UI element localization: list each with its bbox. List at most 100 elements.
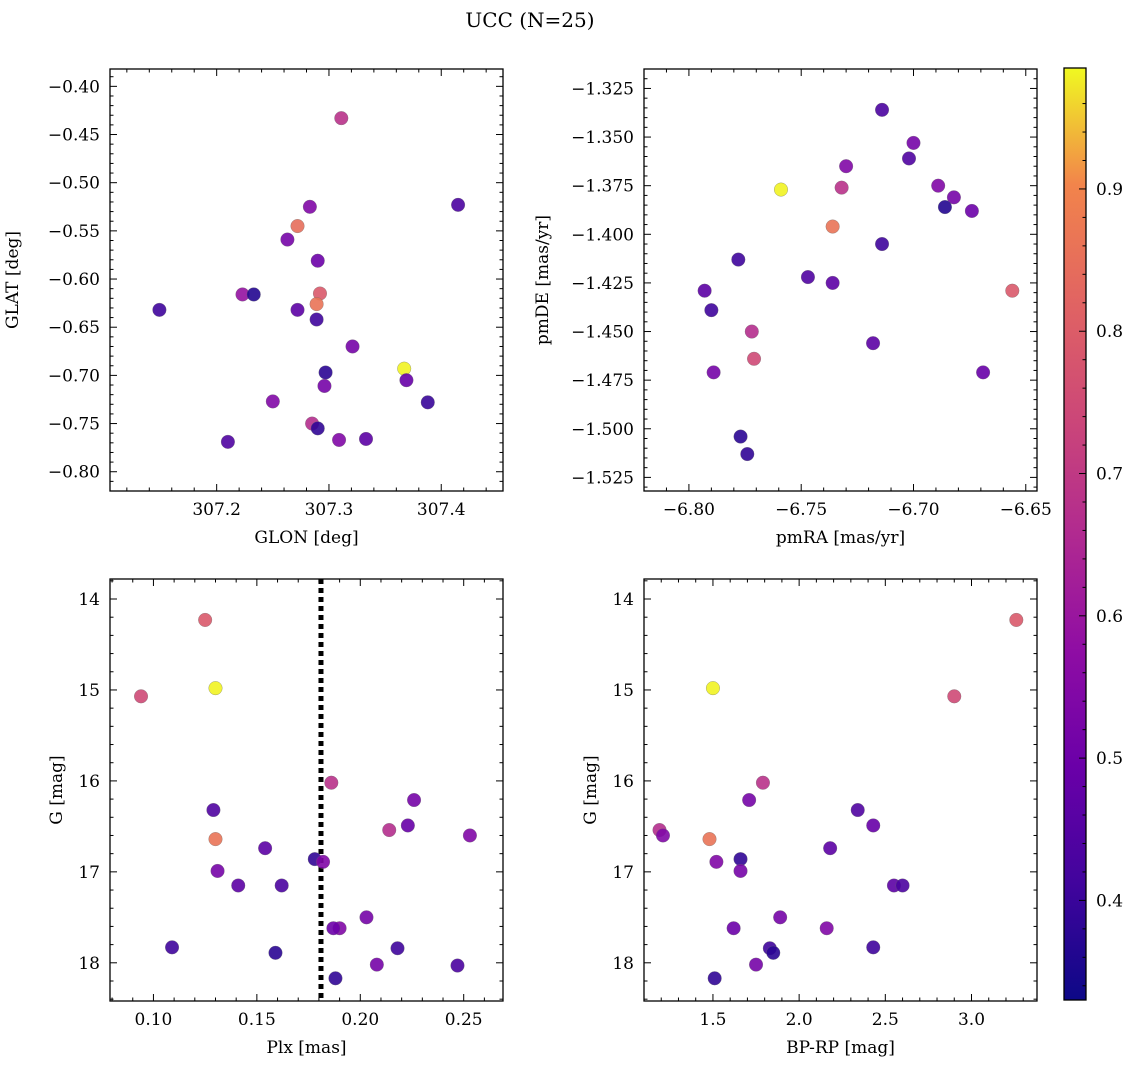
y-axis-label: GLAT [deg] <box>3 231 23 329</box>
scatter-point <box>382 822 397 838</box>
x-axis-label: GLON [deg] <box>254 528 358 548</box>
y-tick-label: 16 <box>78 772 100 792</box>
x-tick-label: −6.75 <box>775 500 827 520</box>
scatter-point <box>369 957 384 972</box>
y-axis-label: G [mag] <box>581 755 601 824</box>
y-tick-label: 18 <box>78 954 100 974</box>
scatter-point <box>265 394 280 409</box>
y-tick-label: −0.40 <box>48 77 100 97</box>
scatter-point <box>231 878 246 893</box>
scatter-point <box>937 200 952 215</box>
scatter-point <box>866 940 881 955</box>
x-tick-label: 0.10 <box>135 1010 173 1030</box>
scatter-point <box>866 336 881 351</box>
scatter-point <box>976 365 991 380</box>
scatter-point <box>704 303 719 318</box>
scatter-point <box>947 689 962 704</box>
scatter-point <box>901 151 917 166</box>
scatter-point <box>390 941 405 956</box>
scatter-point <box>290 302 305 317</box>
scatter-point <box>310 253 325 268</box>
scatter-point <box>359 910 374 925</box>
scatter-point <box>706 365 721 380</box>
scatter-point <box>208 681 223 696</box>
scatter-point <box>309 312 324 327</box>
scatter-point <box>773 910 788 925</box>
scatter-point <box>766 945 781 960</box>
colorbar-tick-label: 0.6 <box>1096 607 1123 627</box>
x-tick-label: 3.0 <box>958 1010 985 1030</box>
axes-frame <box>109 578 504 1002</box>
scatter-point <box>420 395 435 410</box>
scatter-point <box>315 854 331 869</box>
scatter-point <box>731 252 746 267</box>
scatter-point <box>819 921 834 936</box>
scatter-point <box>450 958 465 973</box>
colorbar-tick-label: 0.8 <box>1096 322 1123 342</box>
y-tick-label: −1.425 <box>571 274 634 294</box>
scatter-point <box>874 102 890 117</box>
y-tick-label: −1.350 <box>571 128 634 148</box>
x-tick-label: 1.5 <box>699 1010 726 1030</box>
y-tick-label: 17 <box>612 863 634 883</box>
scatter-point <box>1009 612 1024 627</box>
scatter-point <box>318 365 333 380</box>
scatter-point <box>198 612 213 627</box>
scatter-point <box>931 178 946 193</box>
y-tick-label: −1.525 <box>571 468 634 488</box>
panel-cmd: 1.5 2.0 2.5 3.0 14 15 16 17 18 BP-RP [mag] G [mag] <box>581 578 1038 1058</box>
scatter-point <box>326 921 341 936</box>
scatter-point <box>290 218 305 234</box>
y-tick-label: 15 <box>78 681 100 701</box>
scatter-point <box>317 378 332 394</box>
scatter-points <box>133 612 477 986</box>
scatter-point <box>726 921 741 936</box>
x-axis-label: pmRA [mas/yr] <box>776 528 905 548</box>
panel-pm: −6.80 −6.75 −6.70 −6.65 −1.525 −1.500 −1.475 −1… <box>533 68 1052 548</box>
scatter-point <box>332 432 347 447</box>
y-tick-label: −0.60 <box>48 270 100 290</box>
scatter-point <box>744 324 759 339</box>
scatter-point <box>697 283 712 298</box>
y-tick-label: 16 <box>612 772 634 792</box>
scatter-point <box>746 351 762 366</box>
scatter-point <box>705 681 720 696</box>
y-tick-label: 18 <box>612 954 634 974</box>
x-tick-label: 307.3 <box>305 500 354 520</box>
scatter-point <box>268 945 283 960</box>
scatter-point <box>302 199 317 214</box>
scatter-point <box>1005 283 1020 298</box>
y-tick-label: −0.50 <box>48 174 100 194</box>
scatter-point <box>152 302 167 317</box>
scatter-point <box>165 940 180 955</box>
scatter-point <box>800 270 815 285</box>
scatter-point <box>964 203 979 219</box>
x-tick-label: −6.65 <box>1000 500 1052 520</box>
y-tick-label: −0.70 <box>48 366 100 386</box>
scatter-point <box>334 111 349 126</box>
scatter-point <box>834 180 849 195</box>
scatter-point <box>324 775 339 790</box>
y-axis-label: pmDE [mas/yr] <box>533 215 553 345</box>
colorbar-tick-label: 0.9 <box>1096 180 1123 200</box>
scatter-point <box>709 854 724 869</box>
x-axis-label: Plx [mas] <box>266 1038 346 1058</box>
x-tick-label: 2.5 <box>872 1010 899 1030</box>
scatter-points <box>652 612 1024 986</box>
scatter-point <box>274 878 289 893</box>
x-tick-label: 0.20 <box>341 1010 379 1030</box>
scatter-points <box>697 102 1020 462</box>
y-tick-label: −0.80 <box>48 463 100 483</box>
scatter-point <box>866 818 881 833</box>
scatter-point <box>345 339 360 354</box>
scatter-point <box>773 182 789 197</box>
colorbar-tick-label: 0.4 <box>1096 891 1123 911</box>
scatter-point <box>823 841 838 856</box>
scatter-point <box>280 232 295 247</box>
scatter-point <box>895 878 910 893</box>
scatter-point <box>208 832 223 847</box>
y-tick-label: −0.75 <box>48 415 100 435</box>
axes-frame <box>643 578 1038 1002</box>
scatter-point <box>220 434 235 449</box>
